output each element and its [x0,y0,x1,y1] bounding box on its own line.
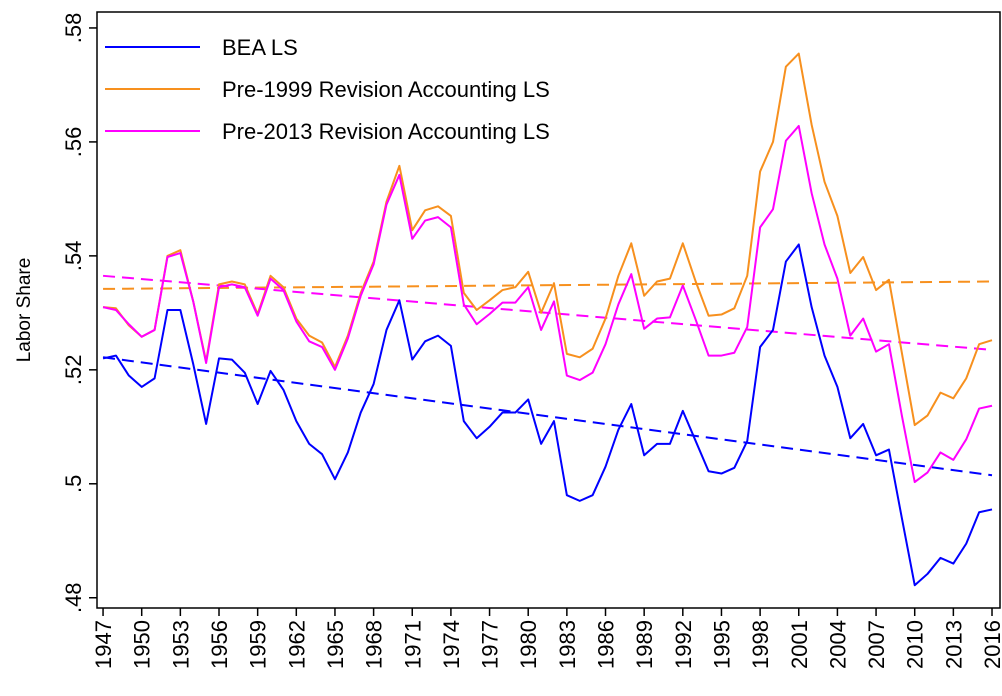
y-axis-label: Labor Share [14,258,35,363]
x-tick-label: 1986 [594,620,619,669]
x-tick-label: 1983 [555,620,580,669]
legend-label: Pre-1999 Revision Accounting LS [222,77,550,102]
x-tick-label: 1992 [671,620,696,669]
x-tick-label: 1974 [439,620,464,669]
series-line [102,52,993,427]
x-tick-label: 1947 [91,620,116,669]
x-tick-label: 1980 [516,620,541,669]
y-tick-label: .58 [61,13,86,44]
x-tick-label: 1959 [246,620,271,669]
x-tick-label: 1971 [400,620,425,669]
x-tick-label: 2013 [941,620,966,669]
x-tick-label: 1995 [709,620,734,669]
x-tick-label: 1989 [632,620,657,669]
y-tick-label: .5 [61,475,86,493]
trend-line [102,356,993,477]
trend-line [103,280,993,290]
x-tick-label: 1953 [168,620,193,669]
x-tick-label: 1962 [284,620,309,669]
series-line [102,243,993,587]
trend-line [102,274,993,351]
x-tick-label: 2016 [980,620,1002,669]
x-tick-label: 2007 [864,620,889,669]
y-tick-label: .56 [61,127,86,158]
series-line [102,124,993,484]
x-tick-label: 2010 [903,620,928,669]
x-tick-label: 1950 [130,620,155,669]
plot-frame [96,11,1001,609]
x-tick-label: 1998 [748,620,773,669]
x-tick-label: 1956 [207,620,232,669]
x-tick-label: 2001 [787,620,812,669]
y-tick-label: .48 [61,582,86,613]
x-tick-label: 1977 [478,620,503,669]
y-tick-label: .52 [61,355,86,386]
x-tick-label: 1965 [323,620,348,669]
y-tick-label: .54 [61,241,86,272]
x-tick-label: 2004 [825,620,850,669]
x-tick-label: 1968 [362,620,387,669]
legend-label: BEA LS [222,35,298,60]
legend-label: Pre-2013 Revision Accounting LS [222,119,550,144]
